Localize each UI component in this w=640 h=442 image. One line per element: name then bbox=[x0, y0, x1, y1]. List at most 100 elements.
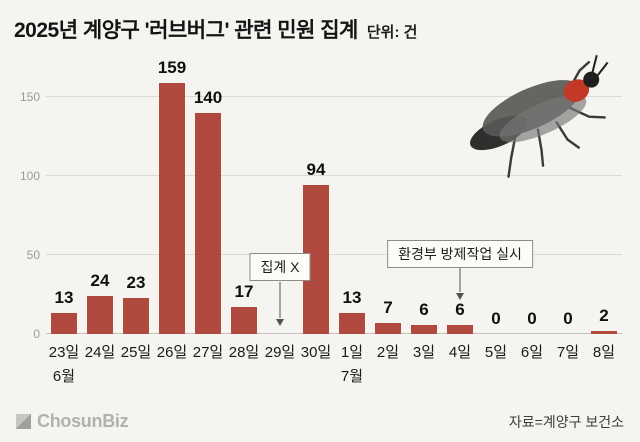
source-credit: 자료=계양구 보건소 bbox=[508, 413, 624, 430]
bar-26일 bbox=[159, 83, 185, 334]
bar-1일 bbox=[339, 313, 365, 334]
bar-slot-5일: 0 bbox=[478, 64, 514, 334]
bar-slot-4일: 6 bbox=[442, 64, 478, 334]
gridline-100 bbox=[46, 175, 622, 176]
bar-slot-25일: 23 bbox=[118, 64, 154, 334]
unit-label: 단위: 건 bbox=[366, 24, 418, 41]
x-tick-26일: 26일 bbox=[156, 344, 188, 361]
bar-slot-28일: 17 bbox=[226, 64, 262, 334]
bar-8일 bbox=[591, 331, 617, 334]
x-tick-28일: 28일 bbox=[228, 344, 260, 361]
value-label-1일: 13 bbox=[342, 288, 362, 307]
value-label-23일: 13 bbox=[54, 288, 74, 307]
month-label-empty bbox=[586, 362, 622, 384]
x-tick-24일: 24일 bbox=[84, 344, 116, 361]
month-label-empty bbox=[442, 362, 478, 384]
value-label-7일: 0 bbox=[563, 309, 573, 328]
value-label-6일: 0 bbox=[527, 309, 537, 328]
value-label-4일: 6 bbox=[455, 300, 465, 319]
month-label-empty bbox=[298, 362, 334, 384]
chosunbiz-logo-icon bbox=[16, 414, 31, 429]
month-label-empty bbox=[550, 362, 586, 384]
month-label-empty bbox=[262, 362, 298, 384]
value-label-8일: 2 bbox=[599, 306, 609, 325]
x-tick-7일: 7일 bbox=[556, 344, 580, 361]
bar-slot-1일: 13 bbox=[334, 64, 370, 334]
bar-3일 bbox=[411, 325, 437, 334]
chart-footer: ChosunBiz 자료=계양구 보건소 bbox=[16, 411, 624, 432]
bar-2일 bbox=[375, 323, 401, 334]
gridline-50 bbox=[46, 254, 622, 255]
x-tick-6일: 6일 bbox=[520, 344, 544, 361]
annotation-line-1 bbox=[459, 268, 461, 292]
page-title: 2025년 계양구 '러브버그' 관련 민원 집계 bbox=[14, 19, 358, 42]
bar-slot-3일: 6 bbox=[406, 64, 442, 334]
month-label-empty bbox=[154, 362, 190, 384]
x-tick-2일: 2일 bbox=[376, 344, 400, 361]
month-label-empty bbox=[118, 362, 154, 384]
bar-27일 bbox=[195, 113, 221, 334]
bar-slots: 13 24 23 159 140 17 94 13 7 6 6 0 0 0 2 bbox=[46, 58, 622, 334]
bar-slot-24일: 24 bbox=[82, 64, 118, 334]
y-axis-tick-150: 150 bbox=[19, 90, 40, 104]
value-label-25일: 23 bbox=[126, 273, 146, 292]
x-tick-27일: 27일 bbox=[192, 344, 224, 361]
x-axis-labels: 23일 24일 25일 26일 27일 28일 29일 30일 1일 2일 3일 4일 5일 6일 7일 8일 bbox=[46, 334, 622, 362]
annotation-arrow-icon bbox=[456, 293, 464, 300]
x-tick-30일: 30일 bbox=[300, 344, 332, 361]
value-label-26일: 159 bbox=[157, 58, 187, 77]
annotation-arrow-icon bbox=[276, 319, 284, 326]
x-tick-3일: 3일 bbox=[412, 344, 436, 361]
y-axis-tick-100: 100 bbox=[19, 169, 40, 183]
chart-header: 2025년 계양구 '러브버그' 관련 민원 집계 단위: 건 bbox=[14, 14, 626, 44]
month-label-7월: 7월 bbox=[340, 368, 364, 385]
bar-slot-2일: 7 bbox=[370, 64, 406, 334]
gridline-0 bbox=[46, 333, 622, 334]
month-label-empty bbox=[226, 362, 262, 384]
y-axis-tick-50: 50 bbox=[26, 248, 40, 262]
bar-slot-7일: 0 bbox=[550, 64, 586, 334]
x-tick-4일: 4일 bbox=[448, 344, 472, 361]
bar-4일 bbox=[447, 325, 473, 334]
x-tick-1일: 1일 bbox=[340, 344, 364, 361]
annotation-line-0 bbox=[279, 282, 281, 318]
chosunbiz-logo: ChosunBiz bbox=[16, 411, 129, 432]
value-label-3일: 6 bbox=[419, 300, 429, 319]
gridline-150 bbox=[46, 96, 622, 97]
bar-slot-6일: 0 bbox=[514, 64, 550, 334]
plot-area: 0 50 100 150 13 24 23 159 140 17 94 13 7 6 6 0 0 0 2 집계 X 환경… bbox=[20, 58, 622, 341]
value-label-5일: 0 bbox=[491, 309, 501, 328]
x-tick-29일: 29일 bbox=[264, 344, 296, 361]
y-axis-tick-0: 0 bbox=[33, 327, 40, 341]
month-label-empty bbox=[82, 362, 118, 384]
bar-chart: 0 50 100 150 13 24 23 159 140 17 94 13 7 6 6 0 0 0 2 집계 X 환경… bbox=[20, 58, 622, 385]
month-label-empty bbox=[370, 362, 406, 384]
month-label-6월: 6월 bbox=[52, 368, 76, 385]
month-label-empty bbox=[406, 362, 442, 384]
bar-slot-27일: 140 bbox=[190, 64, 226, 334]
chosunbiz-logo-text: ChosunBiz bbox=[37, 411, 129, 431]
x-tick-5일: 5일 bbox=[484, 344, 508, 361]
bar-25일 bbox=[123, 298, 149, 334]
bar-slot-23일: 13 bbox=[46, 64, 82, 334]
bar-28일 bbox=[231, 307, 257, 334]
bar-slot-30일: 94 bbox=[298, 64, 334, 334]
bar-slot-26일: 159 bbox=[154, 58, 190, 334]
value-label-24일: 24 bbox=[90, 271, 110, 290]
x-tick-8일: 8일 bbox=[592, 344, 616, 361]
annotation-box-0: 집계 X bbox=[249, 253, 311, 281]
month-label-empty bbox=[190, 362, 226, 384]
value-label-30일: 94 bbox=[306, 160, 326, 179]
value-label-28일: 17 bbox=[234, 282, 254, 301]
value-label-27일: 140 bbox=[193, 88, 223, 107]
x-tick-25일: 25일 bbox=[120, 344, 152, 361]
bar-24일 bbox=[87, 296, 113, 334]
x-tick-23일: 23일 bbox=[48, 344, 80, 361]
month-label-empty bbox=[514, 362, 550, 384]
month-label-empty bbox=[478, 362, 514, 384]
annotation-box-1: 환경부 방제작업 실시 bbox=[387, 240, 533, 268]
value-label-2일: 7 bbox=[383, 298, 393, 317]
month-labels: 6월 7월 bbox=[46, 362, 622, 385]
bar-23일 bbox=[51, 313, 77, 334]
